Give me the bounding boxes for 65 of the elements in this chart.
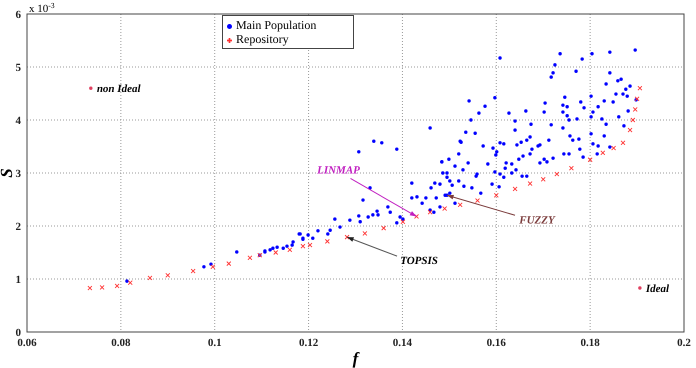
- point: [414, 214, 419, 219]
- legend-label: Repository: [236, 32, 289, 46]
- y-tick-label: 5: [16, 62, 22, 74]
- point: [273, 250, 278, 255]
- point: [528, 181, 533, 186]
- point: [89, 86, 93, 90]
- point: [632, 106, 638, 112]
- point: [611, 146, 616, 151]
- point: [128, 280, 133, 286]
- point: [630, 118, 636, 122]
- point: [287, 247, 292, 252]
- point: [442, 206, 448, 211]
- point: [400, 219, 406, 224]
- annotation: TOPSIS: [400, 255, 438, 268]
- annotation: FUZZY: [518, 214, 556, 226]
- point: [428, 210, 433, 215]
- point: [554, 172, 560, 177]
- point: [494, 192, 499, 198]
- point: [512, 186, 518, 192]
- y-tick-label: 3: [16, 168, 22, 180]
- point: [190, 268, 196, 274]
- y-tick-label: 1: [16, 274, 21, 286]
- point: [637, 86, 642, 91]
- point: [226, 261, 232, 266]
- y-tick-label: 2: [16, 220, 22, 233]
- point: [324, 238, 330, 244]
- x-tick-label: 0.2: [677, 336, 692, 349]
- annotation: non Ideal: [96, 83, 142, 96]
- x-tick-label: 0.1: [208, 336, 222, 349]
- point: [114, 283, 120, 288]
- point: [300, 244, 306, 249]
- point: [568, 166, 574, 171]
- y-tick-label: 6: [16, 8, 22, 21]
- x-tick-label: 0.16: [486, 336, 506, 349]
- x-axis-title: f: [352, 349, 361, 368]
- y-tick-label: 0: [16, 326, 22, 339]
- annotation: x 10$^{-3}$: [29, 0, 55, 15]
- y-axis-title: S: [0, 168, 16, 178]
- y-tick-label: 4: [16, 114, 22, 127]
- x-tick-label: 0.12: [298, 336, 319, 349]
- point: [362, 230, 368, 236]
- point: [247, 255, 252, 260]
- x-tick-label: 0.06: [17, 336, 38, 349]
- annotation: Ideal: [644, 283, 670, 296]
- point: [620, 140, 626, 146]
- point: [638, 286, 642, 290]
- point: [344, 234, 350, 240]
- point: [475, 198, 480, 204]
- point: [308, 242, 312, 248]
- point: [458, 202, 463, 208]
- point: [210, 264, 216, 270]
- point: [381, 226, 386, 231]
- x-tick-label: 0.14: [392, 336, 413, 349]
- point: [87, 286, 92, 290]
- point: [628, 128, 632, 133]
- x-tick-label: 0.18: [580, 336, 600, 349]
- x-tick-label: 0.08: [111, 336, 131, 349]
- point: [165, 272, 170, 278]
- annotation: LINMAP: [316, 164, 360, 176]
- point: [540, 176, 546, 182]
- point: [600, 150, 606, 156]
- legend-label: Main Population: [236, 18, 316, 32]
- point: [148, 275, 152, 280]
- point: [588, 157, 593, 162]
- point: [100, 285, 105, 290]
